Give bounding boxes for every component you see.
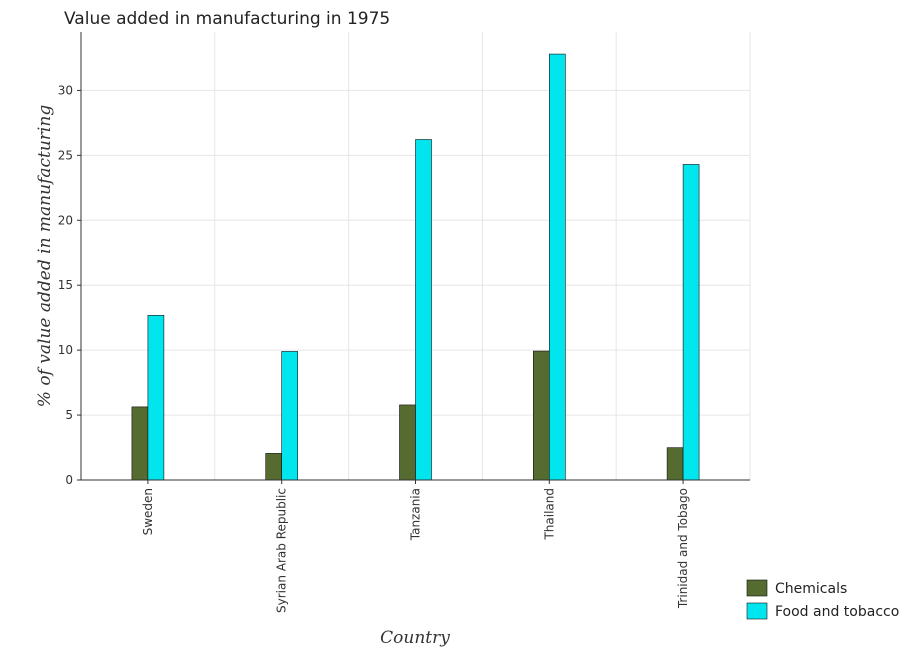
y-tick-label-1: 5: [65, 408, 73, 422]
x-tick-labels: Sweden Syrian Arab Republic Tanzania Thaila…: [141, 480, 690, 613]
x-tick-label-4: Trinidad and Tobago: [676, 488, 690, 609]
y-tick-label-6: 30: [58, 83, 73, 97]
legend-swatch-1: [746, 602, 768, 620]
y-tick-labels: 0 5 10 15 20 25 30: [58, 83, 81, 487]
bar-food-and-tobacco-3: [548, 53, 566, 481]
x-tick-label-3: Thailand: [542, 488, 556, 541]
legend-swatch-0: [746, 579, 768, 597]
y-tick-label-2: 10: [58, 343, 73, 357]
bar-chemicals-2: [399, 404, 416, 481]
y-axis-label: % of value added in manufacturing: [35, 105, 55, 408]
x-axis-label: Country: [380, 628, 450, 648]
legend-label-1: Food and tobacco: [775, 604, 899, 620]
chart-title: Value added in manufacturing in 1975: [64, 9, 390, 29]
bar-chemicals-3: [532, 350, 550, 481]
bar-food-and-tobacco-2: [415, 139, 432, 481]
x-tick-label-0: Sweden: [141, 488, 155, 535]
bar-chemicals-0: [131, 406, 149, 481]
bar-chemicals-1: [265, 453, 283, 481]
bar-food-and-tobacco-4: [682, 164, 700, 481]
bar-chemicals-4: [666, 447, 684, 481]
y-tick-label-4: 20: [58, 213, 73, 227]
legend-label-0: Chemicals: [775, 581, 847, 597]
y-tick-label-5: 25: [58, 148, 73, 162]
bar-food-and-tobacco-0: [147, 315, 165, 481]
bars: [131, 53, 700, 481]
legend: Chemicals Food and tobacco: [746, 579, 899, 620]
x-tick-label-2: Tanzania: [409, 488, 423, 541]
x-tick-label-1: Syrian Arab Republic: [275, 488, 289, 613]
y-tick-label-3: 15: [58, 278, 73, 292]
bar-food-and-tobacco-1: [281, 351, 299, 481]
y-tick-label-0: 0: [65, 473, 73, 487]
